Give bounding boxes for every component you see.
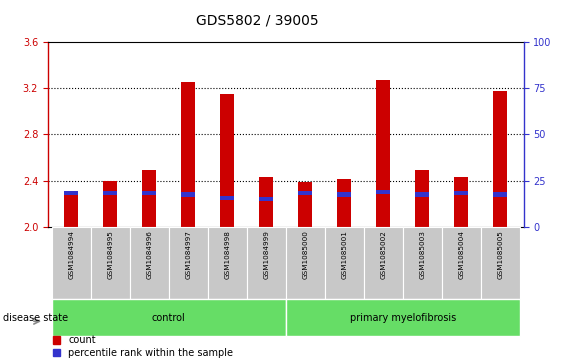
Bar [104, 191, 117, 195]
Text: GSM1085002: GSM1085002 [380, 231, 386, 280]
Bar [129, 227, 169, 299]
Text: GSM1085000: GSM1085000 [302, 231, 308, 280]
Text: GSM1084997: GSM1084997 [185, 231, 191, 280]
Text: GSM1084995: GSM1084995 [107, 231, 113, 280]
Bar [181, 82, 195, 227]
Bar [142, 170, 156, 227]
Bar [286, 299, 520, 336]
Bar [481, 227, 520, 299]
Bar [247, 227, 286, 299]
Bar [260, 177, 273, 227]
Bar [52, 299, 286, 336]
Text: GSM1085004: GSM1085004 [458, 231, 464, 280]
Bar [325, 227, 364, 299]
Bar [454, 177, 468, 227]
Bar [415, 192, 429, 196]
Bar [493, 91, 507, 227]
Legend: count, percentile rank within the sample: count, percentile rank within the sample [53, 335, 233, 358]
Bar [415, 170, 429, 227]
Bar [220, 94, 234, 227]
Bar [364, 227, 403, 299]
Bar [64, 191, 78, 195]
Bar [298, 182, 312, 227]
Text: GSM1085005: GSM1085005 [497, 231, 503, 280]
Bar [442, 227, 481, 299]
Text: GDS5802 / 39005: GDS5802 / 39005 [196, 13, 319, 27]
Text: GSM1084998: GSM1084998 [224, 231, 230, 280]
Bar [91, 227, 129, 299]
Bar [337, 192, 351, 196]
Text: GSM1084996: GSM1084996 [146, 231, 152, 280]
Bar [64, 191, 78, 227]
Text: control: control [152, 313, 186, 323]
Bar [454, 191, 468, 195]
Text: primary myelofibrosis: primary myelofibrosis [350, 313, 456, 323]
Bar [208, 227, 247, 299]
Text: GSM1084994: GSM1084994 [68, 231, 74, 280]
Bar [181, 192, 195, 196]
Bar [286, 227, 325, 299]
Bar [104, 180, 117, 227]
Text: GSM1085001: GSM1085001 [341, 231, 347, 280]
Bar [377, 190, 390, 194]
Bar [403, 227, 442, 299]
Bar [493, 192, 507, 196]
Bar [337, 179, 351, 227]
Bar [52, 227, 91, 299]
Bar [298, 191, 312, 195]
Bar [260, 197, 273, 201]
Bar [142, 191, 156, 195]
Bar [377, 80, 390, 227]
Text: GSM1085003: GSM1085003 [419, 231, 425, 280]
Text: disease state: disease state [3, 313, 68, 323]
Bar [169, 227, 208, 299]
Text: GSM1084999: GSM1084999 [263, 231, 269, 280]
Bar [220, 196, 234, 200]
